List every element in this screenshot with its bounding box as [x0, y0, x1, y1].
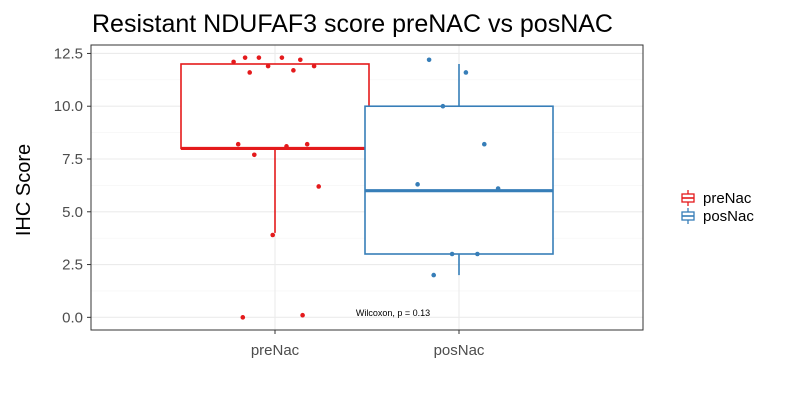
y-tick-label: 7.5 [62, 151, 83, 168]
y-tick-label: 2.5 [62, 257, 83, 274]
boxes [180, 63, 554, 276]
y-axis-title: IHC Score [13, 144, 35, 236]
data-point-preNac [284, 144, 289, 149]
iqr-box [180, 63, 370, 150]
y-tick-label: 0.0 [62, 309, 83, 326]
legend-item-posNac: posNac [681, 208, 754, 225]
data-points [231, 55, 501, 320]
data-point-posNac [482, 141, 487, 147]
data-point-preNac [247, 70, 252, 75]
data-point-preNac [240, 315, 246, 320]
box-posNac [364, 64, 554, 276]
y-tick-labels: 0.0 2.5 5.0 7.5 10.0 12.5 [54, 45, 91, 326]
data-point-preNac [235, 141, 241, 147]
box-preNac [180, 63, 370, 233]
data-point-preNac [231, 59, 236, 65]
x-tick-labels: preNac posNac [251, 330, 485, 359]
x-tick-label: posNac [434, 342, 485, 359]
data-point-posNac [426, 57, 432, 63]
y-tick-label: 12.5 [54, 45, 83, 62]
x-tick-label: preNac [251, 342, 300, 359]
data-point-preNac [242, 55, 248, 60]
stat-annotation: Wilcoxon, p = 0.13 [356, 308, 430, 318]
data-point-preNac [300, 312, 305, 318]
data-point-preNac [279, 55, 285, 60]
data-point-preNac [291, 68, 296, 73]
data-point-posNac [495, 186, 501, 191]
data-point-posNac [440, 103, 446, 109]
data-point-posNac [463, 70, 469, 75]
data-point-preNac [270, 232, 276, 238]
y-tick-label: 10.0 [54, 98, 83, 115]
data-point-posNac [415, 182, 420, 187]
legend-label: posNac [703, 208, 754, 225]
data-point-posNac [449, 251, 455, 257]
data-point-preNac [304, 141, 310, 147]
chart-title: Resistant NDUFAF3 score preNAC vs posNAC [92, 10, 613, 38]
legend-label: preNac [703, 190, 752, 207]
data-point-preNac [252, 152, 257, 158]
data-point-preNac [256, 55, 262, 60]
data-point-preNac [265, 63, 271, 69]
data-point-posNac [475, 251, 480, 257]
iqr-box [364, 105, 554, 255]
data-point-posNac [431, 272, 437, 278]
data-point-preNac [311, 63, 317, 69]
data-point-preNac [316, 184, 322, 189]
data-point-preNac [298, 57, 303, 63]
plot-border [90, 44, 644, 331]
legend-item-preNac: preNac [681, 190, 752, 207]
y-tick-label: 5.0 [62, 204, 83, 221]
